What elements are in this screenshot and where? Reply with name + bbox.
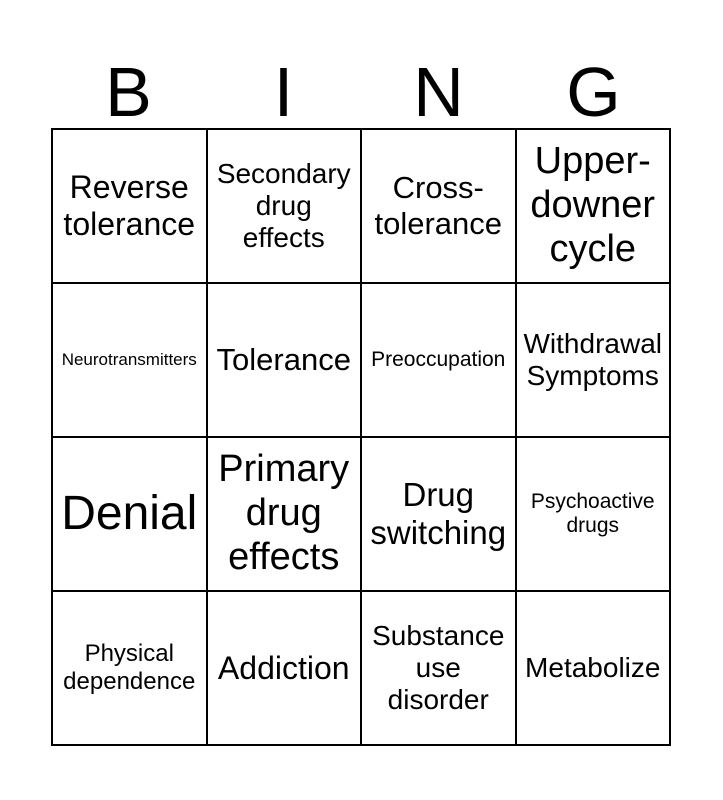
bingo-cell-label: Addiction — [217, 649, 350, 686]
cell-substance-use-disorder[interactable]: Substance use disorder — [361, 591, 516, 745]
bingo-cell-label: Drug switching — [370, 476, 507, 551]
bingo-cell-label: Secondary drug effects — [216, 157, 351, 254]
bingo-cell-label: Reverse tolerance — [63, 169, 196, 242]
bingo-cell-label: Withdrawal Symptoms — [523, 327, 662, 391]
cell-drug-switching[interactable]: Drug switching — [361, 437, 516, 591]
cell-primary-drug-effects[interactable]: Primary drug effects — [206, 437, 361, 591]
bingo-cell-label: Psychoactive drugs — [530, 489, 655, 537]
cell-tolerance[interactable]: Tolerance — [206, 283, 361, 437]
cell-metabolize[interactable]: Metabolize — [515, 591, 670, 745]
cell-preoccupation[interactable]: Preoccupation — [361, 283, 516, 437]
header-letter-b: B — [105, 53, 152, 131]
cell-physical-dependence[interactable]: Physical dependence — [52, 591, 207, 745]
cell-neurotransmitters[interactable]: Neurotransmitters — [52, 283, 207, 437]
cell-cross-tolerance[interactable]: Cross-tolerance — [361, 129, 516, 283]
bingo-cell-label: Neurotransmitters — [61, 350, 197, 370]
cell-addiction[interactable]: Addiction — [206, 591, 361, 745]
header-letter-n: N — [413, 53, 464, 131]
bingo-cell-label: Primary drug effects — [218, 448, 350, 578]
bingo-cell-label: Substance use disorder — [372, 619, 505, 716]
header-letter-g: G — [566, 53, 621, 131]
bingo-cell-label: Cross-tolerance — [374, 170, 503, 241]
bingo-cell-label: Physical dependence — [63, 640, 196, 695]
card-header: B I N G — [51, 55, 671, 127]
cell-upper-downer-cycle[interactable]: Upper-downer cycle — [515, 129, 670, 283]
cell-denial[interactable]: Denial — [52, 437, 207, 591]
bingo-cell-label: Upper-downer cycle — [530, 140, 656, 270]
cell-reverse-tolerance[interactable]: Reverse tolerance — [52, 129, 207, 283]
bingo-cell-label: Tolerance — [216, 342, 351, 378]
cell-secondary-drug-effects[interactable]: Secondary drug effects — [206, 129, 361, 283]
header-letter-i: I — [273, 53, 294, 131]
cell-psychoactive-drugs[interactable]: Psychoactive drugs — [515, 437, 670, 591]
bingo-grid: Reverse tolerance Secondary drug effects… — [51, 128, 671, 746]
bingo-cell-label: Preoccupation — [371, 347, 506, 371]
bingo-cell-label: Metabolize — [525, 651, 661, 683]
bingo-cell-label: Denial — [61, 487, 198, 541]
cell-withdrawal-symptoms[interactable]: Withdrawal Symptoms — [515, 283, 670, 437]
